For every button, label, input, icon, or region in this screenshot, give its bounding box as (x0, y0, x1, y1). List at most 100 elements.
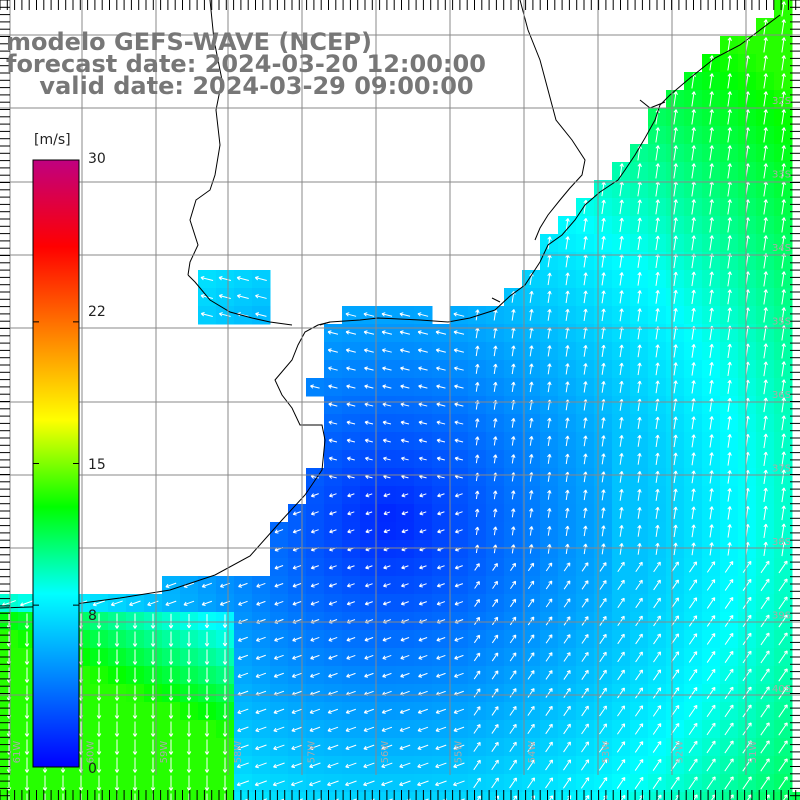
wind-arrow (345, 330, 357, 335)
wind-arrow (581, 616, 589, 626)
wind-arrow (655, 127, 660, 143)
wind-arrow (418, 583, 427, 588)
wind-arrow (619, 470, 624, 483)
valid-date: valid date: 2024-03-29 09:00:00 (6, 72, 474, 100)
wind-arrow (529, 290, 534, 303)
wind-arrow (619, 272, 624, 286)
wind-arrow (382, 672, 392, 678)
wind-arrow (436, 456, 445, 461)
wind-arrow (493, 490, 498, 500)
wind-arrow (689, 579, 698, 591)
wind-arrow (273, 654, 284, 660)
wind-arrow (114, 685, 120, 701)
wind-arrow (473, 759, 481, 771)
wind-arrow (637, 434, 642, 447)
wind-arrow (763, 19, 768, 35)
wind-arrow (545, 616, 553, 626)
wind-arrow (691, 542, 696, 556)
wind-arrow (509, 688, 517, 698)
wind-arrow (673, 542, 678, 556)
wind-arrow (563, 562, 571, 572)
wind-arrow (617, 669, 625, 681)
wind-arrow (453, 312, 465, 317)
wind-arrow (655, 145, 660, 161)
wind-cell (720, 792, 739, 800)
wind-arrow (455, 511, 463, 516)
wind-arrow (565, 417, 570, 429)
wind-arrow (237, 744, 249, 751)
wind-arrow (346, 420, 356, 425)
wind-arrow (475, 309, 480, 321)
wind-arrow (583, 381, 588, 393)
wind-arrow (454, 654, 464, 660)
wind-arrow (328, 565, 337, 570)
wind-arrow (709, 289, 714, 305)
colorbar (32, 159, 80, 768)
wind-arrow (709, 343, 714, 358)
wind-arrow (473, 652, 481, 662)
wind-arrow (637, 290, 642, 304)
wind-arrow (727, 397, 732, 412)
wind-arrow (24, 739, 30, 755)
lon-label: 56W (380, 741, 391, 764)
wind-arrow (381, 348, 392, 353)
wind-arrow (652, 705, 662, 717)
wind-arrow (691, 470, 696, 484)
wind-arrow (473, 724, 481, 734)
wind-arrow (688, 597, 698, 609)
wind-arrow (727, 434, 732, 448)
wind-arrow (345, 312, 357, 317)
wind-arrow (401, 565, 409, 570)
wind-arrow (781, 199, 786, 215)
wind-arrow (347, 565, 355, 570)
lon-label: 51W (748, 741, 759, 764)
wind-arrow (583, 543, 588, 555)
wind-arrow (727, 452, 732, 466)
wind-arrow (763, 109, 768, 125)
wind-arrow (417, 330, 429, 335)
wind-arrow (637, 506, 642, 519)
wind-arrow (364, 637, 374, 642)
wind-arrow (727, 307, 732, 323)
wind-arrow (511, 345, 516, 357)
wind-arrow (204, 685, 210, 701)
wind-arrow (436, 402, 446, 407)
wind-arrow (635, 597, 643, 609)
wind-arrow (96, 775, 102, 791)
wind-arrow (583, 290, 588, 304)
wind-arrow (328, 636, 338, 642)
wind-arrow (186, 613, 192, 629)
wind-arrow (671, 579, 679, 591)
wind-arrow (563, 652, 571, 662)
wind-arrow (132, 703, 138, 719)
wind-arrow (345, 726, 357, 732)
wind-arrow (727, 289, 732, 305)
wind-arrow (400, 384, 410, 389)
wind-arrow (599, 633, 607, 644)
wind-arrow (186, 757, 192, 773)
wind-arrow (436, 384, 446, 389)
wind-arrow (491, 723, 499, 734)
wind-arrow (673, 145, 678, 161)
wind-arrow (583, 507, 588, 519)
wind-arrow (383, 583, 391, 588)
wind-arrow (165, 582, 177, 589)
wind-arrow (419, 565, 427, 570)
wind-arrow (547, 381, 552, 393)
wind-arrow (760, 686, 770, 700)
wind-arrow (670, 687, 680, 699)
wind-arrow (655, 362, 660, 376)
wind-arrow (255, 636, 266, 642)
wind-arrow (688, 615, 698, 627)
wind-arrow (329, 493, 337, 498)
wind-arrow (345, 348, 356, 353)
wind-arrow (691, 344, 696, 358)
wind-arrow (310, 529, 319, 534)
wind-arrow (399, 762, 411, 769)
wind-arrow (709, 109, 714, 125)
colorbar-tick-8: 8 (88, 608, 97, 624)
wind-arrow (24, 613, 30, 629)
wind-arrow (619, 380, 624, 393)
wind-arrow (150, 703, 156, 719)
wind-arrow (706, 597, 716, 609)
